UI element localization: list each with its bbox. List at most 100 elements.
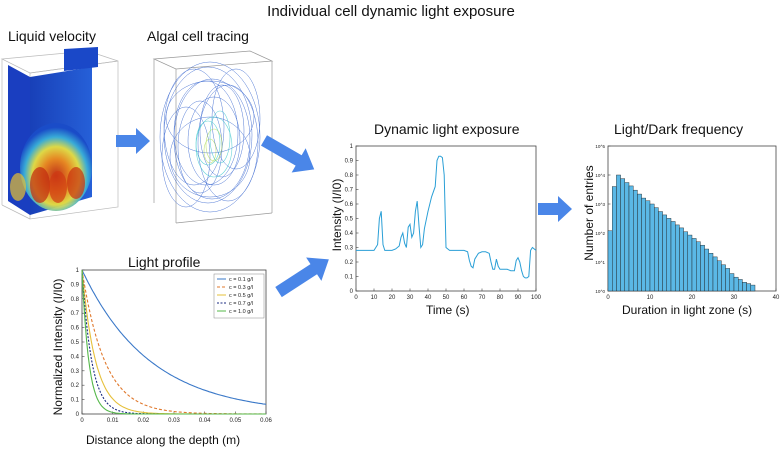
profile-y-tick-label: 1 [76,268,80,274]
frequency-bar [737,279,743,292]
frequency-bar [742,282,747,292]
exposure-x-tick-label: 20 [389,295,396,301]
profile-y-tick-label: 0.2 [71,383,80,389]
profile-x-tick-label: 0.03 [168,418,180,424]
frequency-bar [607,230,613,292]
frequency-bar [691,238,697,292]
algal-cell-tracing-render [152,50,274,224]
exposure-y-tick-label: 0.7 [345,188,354,194]
profile-x-tick-label: 0.04 [199,418,211,424]
frequency-x-tick-label: 10 [647,295,654,301]
profile-series-line [81,269,267,405]
light-profile-label: Light profile [128,254,201,270]
frequency-y-tick-label: 10^3 [595,202,605,207]
frequency-bar [620,178,626,292]
exposure-y-tick-label: 0.3 [345,246,354,252]
exposure-x-tick-label: 70 [479,295,486,301]
exposure-y-tick-label: 0.6 [345,202,354,208]
frequency-bar [683,231,688,292]
exposure-x-tick-label: 50 [443,295,450,301]
profile-legend-label: c = 0.1 g/l [229,277,253,283]
frequency-bar [633,189,638,292]
frequency-bar [712,256,718,292]
exposure-y-tick-label: 0 [350,289,354,295]
exposure-y-tick-label: 0.5 [345,217,354,223]
exposure-y-tick-label: 0.2 [345,260,354,266]
frequency-bar [700,244,705,292]
frequency-bar [645,200,651,292]
liquid-velocity-render [0,47,119,220]
frequency-x-tick-label: 20 [689,295,696,301]
frequency-bar [641,197,646,292]
frequency-x-tick-label: 40 [773,295,780,301]
profile-y-tick-label: 0.3 [71,369,80,375]
frequency-bar [708,253,714,292]
exposure-plot-frame [355,145,537,292]
frequency-bar [666,218,672,292]
frequency-x-tick-label: 30 [731,295,738,301]
profile-y-tick-label: 0.6 [71,326,80,332]
frequency-bar [612,186,617,292]
frequency-bar [637,193,642,292]
profile-legend-label: c = 1.0 g/l [229,309,253,315]
frequency-bar [616,174,621,292]
exposure-y-tick-label: 1 [350,144,354,150]
arrow-profile-to-exposure [275,257,329,298]
frequency-bar [695,241,701,292]
frequency-bar [733,276,739,292]
profile-series-line [81,269,266,415]
exposure-x-tick-label: 10 [371,295,378,301]
frequency-y-tick-label: 10^2 [595,231,605,236]
exposure-x-tick-label: 40 [425,295,432,301]
profile-legend-label: c = 0.7 g/l [229,301,253,307]
profile-y-tick-label: 0.4 [71,354,80,360]
profile-x-tick-label: 0 [80,418,84,424]
exposure-x-tick-label: 60 [461,295,468,301]
profile-y-tick-label: 0.5 [71,340,80,346]
frequency-bar [679,227,684,292]
profile-y-tick-label: 0.8 [71,297,80,303]
frequency-bar [662,214,667,292]
frequency-bar [725,268,731,292]
frequency-bar [704,248,709,292]
frequency-bar [716,260,722,292]
algal-cell-tracing-label: Algal cell tracing [147,28,249,44]
frequency-bar [624,182,630,292]
light-dark-frequency-label: Light/Dark frequency [614,121,744,137]
profile-legend-label: c = 0.3 g/l [229,285,253,291]
frequency-y-tick-label: 10^1 [595,260,605,265]
frequency-bar [628,185,634,292]
profile-x-tick-label: 0.01 [107,418,119,424]
dynamic-light-exposure-label: Dynamic light exposure [374,121,520,137]
light-profile-chart: 0 0.01 0.02 0.03 0.04 0.05 0.06 0 0.1 0.2 0.3 0.4 0.… [71,268,273,424]
profile-y-tick-label: 0 [76,412,80,418]
exposure-y-tick-label: 0.4 [345,231,354,237]
frequency-bar [670,221,676,292]
arrow-exposure-to-frequency [538,196,572,222]
frequency-bar [658,211,663,292]
profile-x-tick-label: 0.02 [137,418,149,424]
frequency-bar [746,283,752,292]
profile-y-tick-label: 0.9 [71,282,80,288]
exposure-x-tick-label: 100 [531,295,542,301]
frequency-y-tick-label: 10^0 [595,289,605,294]
light-dark-frequency-chart: 0 10 20 30 40 10^0 10^1 10^2 10^3 10^4 10^5 [595,144,780,301]
profile-x-axis-label: Distance along the depth (m) [86,433,241,447]
frequency-bar [750,284,756,292]
exposure-x-tick-label: 80 [497,295,504,301]
exposure-y-tick-label: 0.1 [345,275,354,281]
frequency-y-tick-label: 10^4 [595,173,605,178]
exposure-x-tick-label: 30 [407,295,414,301]
frequency-x-tick-label: 0 [606,295,610,301]
frequency-bar [674,224,680,292]
arrow-tracing-to-exposure [261,135,315,173]
exposure-intensity-line [356,155,537,279]
frequency-bar [729,273,735,292]
arrow-velocity-to-tracing [116,128,150,154]
profile-y-tick-label: 0.1 [71,398,80,404]
frequency-bar [721,264,726,292]
profile-y-tick-label: 0.7 [71,311,80,317]
exposure-x-tick-label: 0 [354,295,358,301]
profile-x-tick-label: 0.06 [260,418,272,424]
frequency-bar [649,203,655,292]
